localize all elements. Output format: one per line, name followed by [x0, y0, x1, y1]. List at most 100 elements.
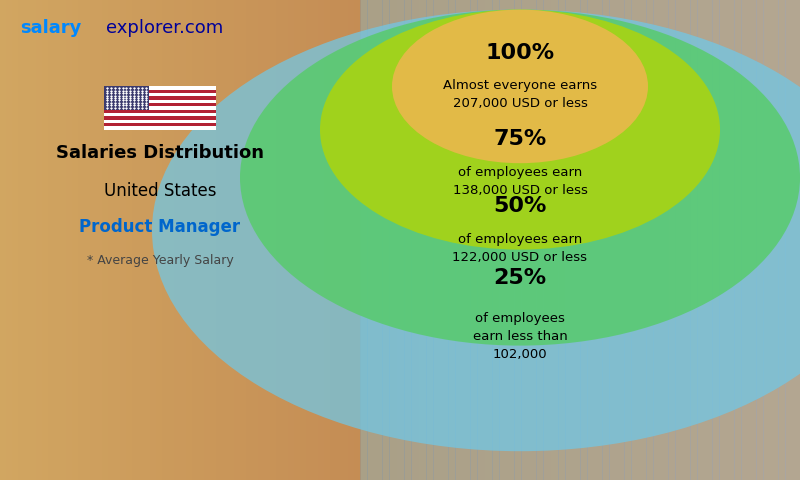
Bar [240, 0, 247, 480]
Bar [543, 0, 551, 480]
Bar [786, 0, 794, 480]
Bar [234, 0, 241, 480]
Bar [374, 0, 383, 480]
Bar [104, 100, 216, 103]
Bar [138, 0, 145, 480]
Bar [712, 0, 720, 480]
Bar [324, 0, 331, 480]
Bar [485, 0, 493, 480]
Bar [499, 0, 507, 480]
Bar [448, 0, 456, 480]
Bar [330, 0, 337, 480]
Bar [30, 0, 37, 480]
Bar [624, 0, 632, 480]
Bar [78, 0, 85, 480]
Bar [104, 120, 216, 123]
Bar [462, 0, 470, 480]
Bar [252, 0, 259, 480]
Bar [132, 0, 139, 480]
Bar [318, 0, 325, 480]
Bar [168, 0, 175, 480]
Bar [104, 113, 216, 116]
Bar [646, 0, 654, 480]
Bar [682, 0, 691, 480]
Bar [397, 0, 405, 480]
Bar [104, 109, 216, 113]
Text: of employees
earn less than
102,000: of employees earn less than 102,000 [473, 312, 567, 361]
Bar [734, 0, 742, 480]
Bar [150, 0, 157, 480]
Bar [104, 86, 216, 90]
Bar [492, 0, 500, 480]
Bar [580, 0, 588, 480]
Text: 75%: 75% [494, 129, 546, 149]
Text: explorer.com: explorer.com [106, 19, 223, 37]
Bar [72, 0, 79, 480]
Text: Almost everyone earns
207,000 USD or less: Almost everyone earns 207,000 USD or les… [443, 79, 597, 110]
Bar [48, 0, 54, 480]
Bar [42, 0, 49, 480]
Bar [536, 0, 544, 480]
Bar [270, 0, 277, 480]
Circle shape [320, 10, 720, 250]
Bar [144, 0, 151, 480]
Bar [602, 0, 610, 480]
Bar [573, 0, 581, 480]
Bar [367, 0, 375, 480]
Bar [690, 0, 698, 480]
Bar [294, 0, 301, 480]
Bar [174, 0, 181, 480]
Bar [104, 107, 216, 109]
Bar [306, 0, 313, 480]
Bar [522, 0, 530, 480]
Bar [288, 0, 294, 480]
Circle shape [152, 10, 800, 451]
Bar [108, 0, 115, 480]
Bar [661, 0, 669, 480]
Bar [114, 0, 121, 480]
Bar [104, 86, 216, 130]
Bar [216, 0, 222, 480]
Bar [102, 0, 109, 480]
Bar [719, 0, 727, 480]
Bar [18, 0, 25, 480]
Bar [12, 0, 19, 480]
Bar [558, 0, 566, 480]
Bar [264, 0, 270, 480]
Bar [84, 0, 91, 480]
Bar [770, 0, 778, 480]
Text: Product Manager: Product Manager [79, 218, 241, 236]
Bar [529, 0, 537, 480]
Text: 100%: 100% [486, 43, 554, 63]
Circle shape [240, 10, 800, 346]
Bar [312, 0, 318, 480]
Bar [104, 126, 216, 130]
Text: * Average Yearly Salary: * Average Yearly Salary [86, 254, 234, 267]
Bar [763, 0, 771, 480]
Bar [282, 0, 289, 480]
Bar [300, 0, 307, 480]
Bar [342, 0, 349, 480]
Bar [705, 0, 713, 480]
Bar [246, 0, 253, 480]
Bar [180, 0, 186, 480]
Bar [514, 0, 522, 480]
Bar [478, 0, 486, 480]
Bar [550, 0, 559, 480]
Bar [66, 0, 73, 480]
Bar [24, 0, 31, 480]
Circle shape [392, 10, 648, 163]
Bar [354, 0, 361, 480]
Bar [455, 0, 463, 480]
Bar [104, 103, 216, 107]
Text: Salaries Distribution: Salaries Distribution [56, 144, 264, 162]
Bar [162, 0, 169, 480]
Text: 50%: 50% [494, 196, 546, 216]
Bar [382, 0, 390, 480]
Bar [390, 0, 398, 480]
Bar [104, 123, 216, 126]
Text: 25%: 25% [494, 268, 546, 288]
Bar [156, 0, 163, 480]
Bar [126, 0, 133, 480]
Bar [426, 0, 434, 480]
